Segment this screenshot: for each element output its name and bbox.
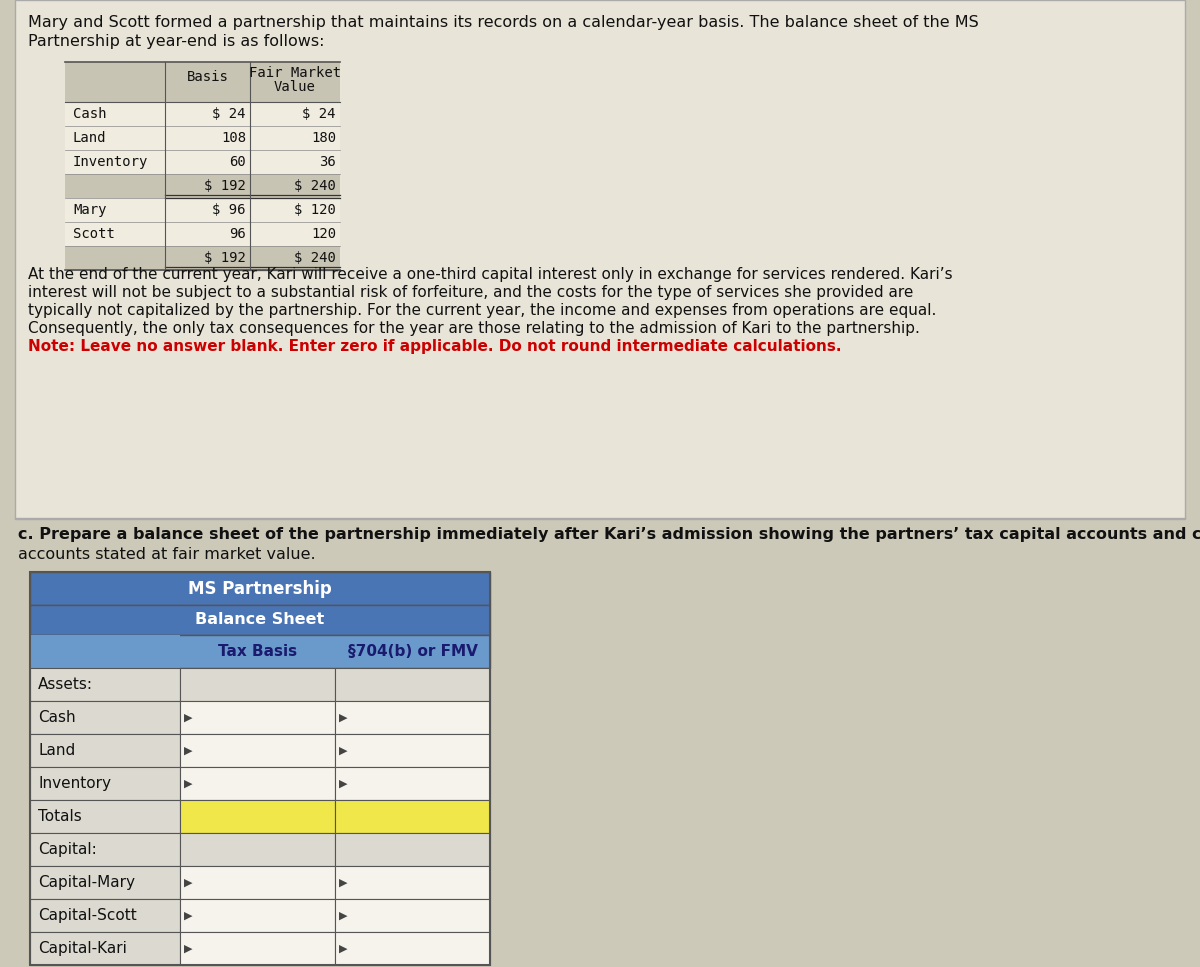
Text: 96: 96 bbox=[229, 227, 246, 241]
Bar bbox=[65, 198, 340, 222]
Bar bbox=[65, 102, 340, 126]
Bar bbox=[30, 932, 180, 965]
Text: Capital:: Capital: bbox=[38, 842, 97, 857]
Bar bbox=[14, 0, 1186, 519]
Text: accounts stated at fair market value.: accounts stated at fair market value. bbox=[18, 547, 316, 562]
Text: ▶: ▶ bbox=[340, 746, 348, 755]
Bar bbox=[335, 701, 490, 734]
Bar bbox=[30, 899, 180, 932]
Text: Partnership at year-end is as follows:: Partnership at year-end is as follows: bbox=[28, 34, 324, 49]
Text: 36: 36 bbox=[319, 155, 336, 169]
Bar bbox=[30, 734, 180, 767]
Bar bbox=[30, 572, 490, 605]
Text: ▶: ▶ bbox=[184, 911, 192, 921]
Text: $ 192: $ 192 bbox=[204, 251, 246, 265]
Text: Consequently, the only tax consequences for the year are those relating to the a: Consequently, the only tax consequences … bbox=[28, 321, 920, 336]
Bar bbox=[335, 734, 490, 767]
Text: ▶: ▶ bbox=[340, 713, 348, 722]
Text: Fair Market: Fair Market bbox=[248, 66, 341, 80]
Bar bbox=[30, 668, 180, 701]
Text: typically not capitalized by the partnership. For the current year, the income a: typically not capitalized by the partner… bbox=[28, 303, 936, 318]
Text: Mary: Mary bbox=[73, 203, 107, 217]
Bar bbox=[180, 701, 335, 734]
Bar bbox=[335, 767, 490, 800]
Bar bbox=[335, 866, 490, 899]
Text: Land: Land bbox=[38, 743, 76, 758]
Bar bbox=[335, 833, 490, 866]
Bar bbox=[30, 572, 490, 965]
Text: Inventory: Inventory bbox=[73, 155, 149, 169]
Text: §704(b) or FMV: §704(b) or FMV bbox=[348, 644, 478, 659]
Text: Capital-Mary: Capital-Mary bbox=[38, 875, 134, 890]
Text: Assets:: Assets: bbox=[38, 677, 94, 692]
Text: ▶: ▶ bbox=[184, 746, 192, 755]
Bar bbox=[30, 635, 180, 668]
Text: interest will not be subject to a substantial risk of forfeiture, and the costs : interest will not be subject to a substa… bbox=[28, 285, 913, 300]
Bar bbox=[30, 800, 180, 833]
Text: 60: 60 bbox=[229, 155, 246, 169]
Bar bbox=[30, 605, 490, 635]
Text: $ 240: $ 240 bbox=[294, 251, 336, 265]
Text: c. Prepare a balance sheet of the partnership immediately after Kari’s admission: c. Prepare a balance sheet of the partne… bbox=[18, 527, 1200, 542]
Text: Tax Basis: Tax Basis bbox=[218, 644, 298, 659]
Text: 120: 120 bbox=[311, 227, 336, 241]
Text: $ 192: $ 192 bbox=[204, 179, 246, 193]
Text: ▶: ▶ bbox=[184, 778, 192, 788]
Text: Mary and Scott formed a partnership that maintains its records on a calendar-yea: Mary and Scott formed a partnership that… bbox=[28, 15, 979, 30]
Text: $ 24: $ 24 bbox=[302, 107, 336, 121]
Text: ▶: ▶ bbox=[340, 944, 348, 953]
Bar bbox=[65, 62, 340, 102]
Text: Capital-Scott: Capital-Scott bbox=[38, 908, 137, 923]
Bar bbox=[30, 833, 180, 866]
Bar bbox=[65, 126, 340, 150]
Text: Value: Value bbox=[274, 80, 316, 94]
Bar bbox=[65, 150, 340, 174]
Text: Totals: Totals bbox=[38, 809, 82, 824]
Bar bbox=[335, 932, 490, 965]
Text: Land: Land bbox=[73, 131, 107, 145]
Text: ▶: ▶ bbox=[340, 877, 348, 888]
Bar bbox=[180, 932, 335, 965]
Bar bbox=[180, 866, 335, 899]
Text: Balance Sheet: Balance Sheet bbox=[196, 612, 325, 628]
Bar bbox=[180, 899, 335, 932]
Text: Cash: Cash bbox=[38, 710, 76, 725]
Text: 108: 108 bbox=[221, 131, 246, 145]
Bar bbox=[180, 668, 335, 701]
Bar bbox=[180, 833, 335, 866]
Text: $ 24: $ 24 bbox=[212, 107, 246, 121]
Text: Cash: Cash bbox=[73, 107, 107, 121]
Text: $ 120: $ 120 bbox=[294, 203, 336, 217]
Text: Scott: Scott bbox=[73, 227, 115, 241]
Text: ▶: ▶ bbox=[184, 713, 192, 722]
Bar bbox=[30, 866, 180, 899]
Text: ▶: ▶ bbox=[340, 911, 348, 921]
Bar bbox=[30, 701, 180, 734]
Bar bbox=[30, 635, 490, 668]
Text: ▶: ▶ bbox=[184, 877, 192, 888]
Text: ▶: ▶ bbox=[340, 778, 348, 788]
Text: At the end of the current year, Kari will receive a one-third capital interest o: At the end of the current year, Kari wil… bbox=[28, 267, 953, 282]
Text: MS Partnership: MS Partnership bbox=[188, 579, 332, 598]
Bar bbox=[335, 899, 490, 932]
Text: 180: 180 bbox=[311, 131, 336, 145]
Bar bbox=[30, 767, 180, 800]
Text: $ 96: $ 96 bbox=[212, 203, 246, 217]
Text: Capital-Kari: Capital-Kari bbox=[38, 941, 127, 956]
Bar bbox=[335, 668, 490, 701]
Bar bbox=[180, 800, 335, 833]
Bar bbox=[180, 734, 335, 767]
Text: Note: Leave no answer blank. Enter zero if applicable. Do not round intermediate: Note: Leave no answer blank. Enter zero … bbox=[28, 339, 841, 354]
Text: $ 240: $ 240 bbox=[294, 179, 336, 193]
Text: ▶: ▶ bbox=[184, 944, 192, 953]
Bar bbox=[65, 174, 340, 198]
Bar bbox=[65, 222, 340, 246]
Bar bbox=[180, 767, 335, 800]
Bar bbox=[65, 246, 340, 270]
Bar bbox=[335, 800, 490, 833]
Text: Basis: Basis bbox=[186, 70, 228, 84]
Text: Inventory: Inventory bbox=[38, 776, 112, 791]
